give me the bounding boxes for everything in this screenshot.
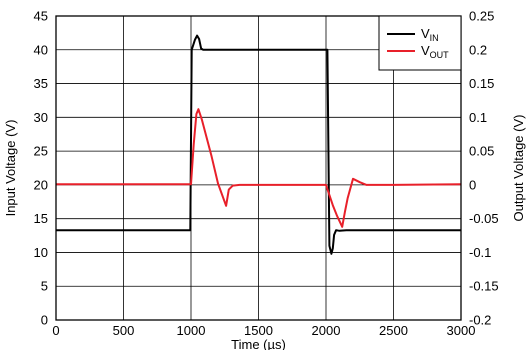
series-line-vin [56,34,461,255]
y-left-tick-label: 15 [34,211,48,226]
x-tick-label: 0 [52,323,59,338]
y-right-tick-label: 0.25 [469,9,494,24]
x-tick-label: 3000 [447,323,476,338]
y-right-tick-label: -0.1 [469,245,491,260]
y-right-tick-label: 0 [469,177,476,192]
x-tick-label: 2500 [379,323,408,338]
y-right-tick-label: 0.05 [469,144,494,159]
legend-label-vout-sub: OUT [430,50,450,60]
ticks: 0 500 1000 1500 2000 2500 3000 0 5 10 15 20 25 30 35 40… [34,9,499,339]
y-right-tick-label: 0.1 [469,110,487,125]
y-left-tick-label: 45 [34,9,48,24]
y-right-tick-label: 0.2 [469,42,487,57]
y-left-tick-label: 20 [34,177,48,192]
legend-label-vin-sub: IN [430,33,439,43]
legend-label-vin: VIN [421,26,439,43]
y-left-tick-label: 0 [41,313,48,328]
x-tick-label: 500 [113,323,135,338]
x-tick-label: 1000 [177,323,206,338]
y-right-tick-label: -0.2 [469,313,491,328]
series-layer [56,34,462,255]
y-left-tick-label: 40 [34,42,48,57]
y-left-tick-label: 35 [34,76,48,91]
x-tick-label: 1500 [244,323,273,338]
legend: VIN VOUT [378,15,462,71]
legend-label-vin-main: V [421,26,430,41]
legend-box [378,15,462,71]
x-tick-label: 2000 [312,323,341,338]
y-right-tick-label: -0.15 [469,279,499,294]
y-left-tick-label: 10 [34,245,48,260]
legend-label-vout-main: V [421,43,430,58]
y-right-tick-label: -0.05 [469,211,499,226]
x-axis-label: Time (µs) [231,337,286,350]
y-left-tick-label: 30 [34,110,48,125]
y-axis-left-label: Input Voltage (V) [3,120,18,217]
plot-frame [55,15,462,321]
legend-label-vout: VOUT [421,43,449,60]
y-left-tick-label: 5 [41,279,48,294]
y-axis-right-label: Output Voltage (V) [511,115,526,222]
series-line-vout [56,108,462,228]
y-right-tick-label: 0.15 [469,76,494,91]
y-left-tick-label: 25 [34,144,48,159]
